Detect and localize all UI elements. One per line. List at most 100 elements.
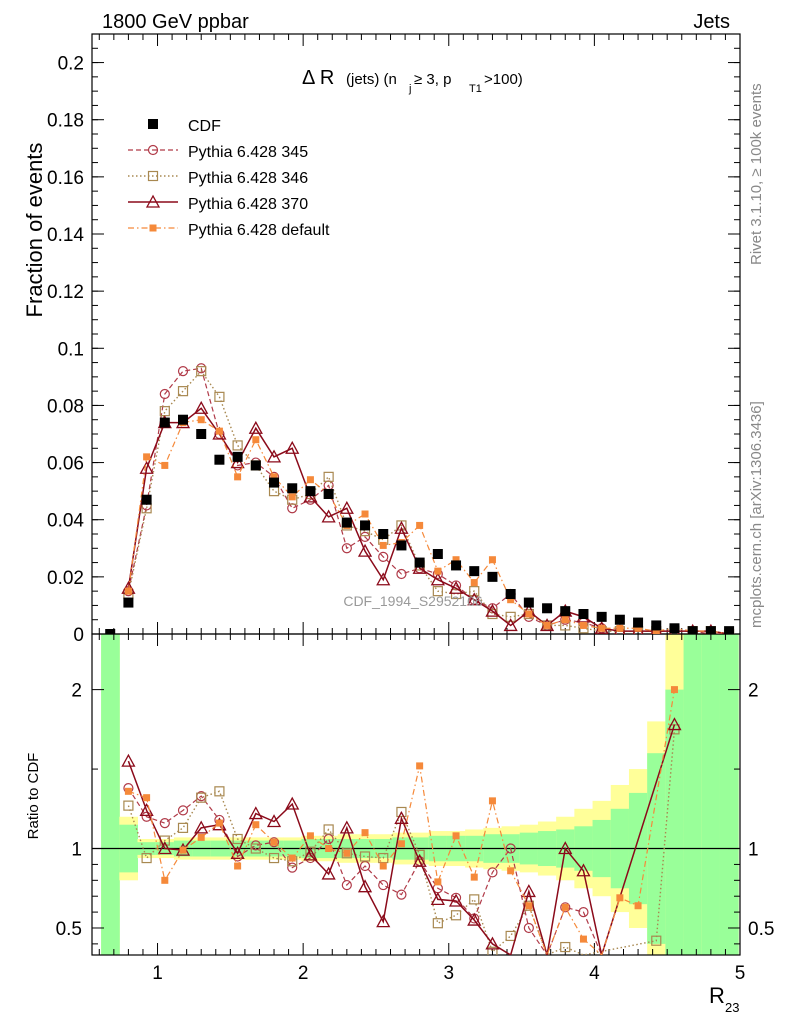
ratio-point-default — [488, 797, 496, 805]
series-point-default — [270, 473, 278, 481]
ratio-point-345 — [396, 889, 407, 900]
data-point-cdf — [323, 489, 334, 499]
ratio-point-345 — [523, 922, 534, 934]
y-tick-label: 0.16 — [47, 168, 84, 189]
series-point-370 — [503, 618, 518, 632]
series-point-default — [488, 556, 496, 564]
ratio-point-default — [379, 862, 387, 870]
ratio-point-370 — [394, 810, 409, 824]
data-point-cdf — [105, 629, 116, 634]
x-tick-label: 5 — [735, 963, 746, 984]
data-point-cdf — [123, 597, 134, 608]
title-sub-j: j — [408, 83, 411, 95]
band-green — [665, 689, 685, 955]
data-point-cdf — [614, 614, 625, 625]
data-point-cdf — [178, 414, 189, 425]
ratio-point-default — [288, 854, 296, 862]
ratio-point-370 — [485, 936, 500, 950]
ratio-point-345 — [378, 879, 389, 891]
data-point-cdf — [633, 617, 644, 628]
header-left: 1800 GeV ppbar — [102, 11, 249, 33]
ratio-point-346 — [487, 946, 498, 955]
y-tick-label: 0.02 — [47, 568, 84, 589]
data-point-cdf — [305, 486, 316, 497]
ratio-point-370 — [448, 893, 464, 907]
data-point-cdf — [560, 606, 571, 617]
axis-ticks: 0 0.02 0.04 0.06 0.08 0.1 0.12 0.14 0.16 0.18 0.2 1… — [47, 34, 774, 984]
ratio-point-370 — [121, 753, 136, 767]
series-point-346 — [268, 486, 280, 497]
ratio-point-346 — [469, 894, 480, 905]
ratio-y-tick-label-right: 2 — [748, 681, 759, 702]
ratio-point-default — [161, 876, 169, 884]
series-point-370 — [321, 509, 336, 523]
band-green — [719, 634, 739, 955]
ratio-point-default — [470, 873, 478, 881]
y-tick-label: 0.14 — [47, 225, 84, 246]
ratio-point-default — [124, 787, 132, 795]
y-tick-label: 0 — [73, 625, 84, 646]
series-point-default — [143, 453, 151, 461]
ratio-point-345 — [177, 805, 189, 816]
ratio-point-default — [452, 832, 460, 840]
title-geq: ≥ 3, p — [414, 71, 451, 88]
data-point-cdf — [505, 589, 516, 599]
data-point-cdf — [578, 609, 589, 619]
data-point-cdf — [250, 460, 261, 471]
ratio-line-370 — [127, 724, 676, 955]
ratio-point-default — [616, 894, 624, 902]
x-tick-label: 1 — [152, 963, 163, 984]
series-layer — [105, 363, 735, 955]
data-point-cdf — [159, 417, 170, 428]
series-point-default — [579, 621, 587, 629]
series-point-default — [161, 461, 169, 469]
series-point-345 — [396, 568, 407, 580]
series-point-default — [470, 579, 478, 587]
data-point-cdf — [432, 549, 443, 559]
series-point-370 — [230, 455, 245, 469]
y-tick-label: 0.04 — [47, 511, 84, 532]
ratio-point-default — [361, 829, 369, 837]
ratio-plot-frame — [91, 633, 741, 956]
data-point-cdf — [523, 597, 534, 608]
data-point-cdf — [724, 626, 735, 634]
legend-marker-345 — [147, 144, 159, 156]
series-point-default — [124, 587, 132, 595]
ratio-point-346 — [305, 846, 316, 857]
data-point-cdf — [705, 626, 716, 634]
mcplots-label: mcplots.cern.ch [arXiv:1306.3436] — [748, 401, 765, 628]
ratio-point-default — [397, 840, 405, 848]
ratio-point-346 — [141, 852, 152, 864]
series-line-346 — [127, 370, 730, 634]
series-point-346 — [232, 440, 243, 451]
series-point-345 — [378, 551, 389, 562]
data-point-cdf — [287, 483, 298, 494]
data-point-cdf — [232, 451, 243, 462]
x-tick-label: 4 — [589, 963, 600, 984]
series-point-346 — [323, 471, 334, 482]
ratio-point-default — [270, 838, 278, 846]
data-point-cdf — [669, 623, 680, 634]
series-point-default — [616, 624, 624, 632]
plot-title: Δ R (jets) (n j ≥ 3, p T1 >100) — [302, 67, 523, 95]
legend-marker-370 — [145, 194, 161, 208]
ratio-point-346 — [123, 800, 134, 811]
ratio-point-346 — [214, 786, 225, 797]
ratio-point-370 — [285, 796, 300, 810]
ratio-point-default — [143, 794, 151, 802]
ratio-point-370 — [230, 845, 245, 859]
series-point-default — [379, 541, 387, 549]
ratio-point-346 — [341, 848, 352, 859]
ratio-point-default — [416, 762, 424, 770]
data-point-cdf — [378, 529, 389, 539]
ratio-point-346 — [560, 941, 571, 953]
ratio-point-345 — [268, 837, 280, 848]
ratio-point-346 — [177, 822, 189, 833]
y-axis-label: Fraction of events — [22, 143, 47, 318]
ratio-point-346 — [651, 935, 662, 946]
series-point-370 — [303, 489, 318, 503]
series-point-default — [634, 624, 642, 632]
series-point-370 — [248, 420, 263, 434]
ratio-point-345 — [578, 906, 589, 918]
series-point-345 — [159, 388, 170, 400]
